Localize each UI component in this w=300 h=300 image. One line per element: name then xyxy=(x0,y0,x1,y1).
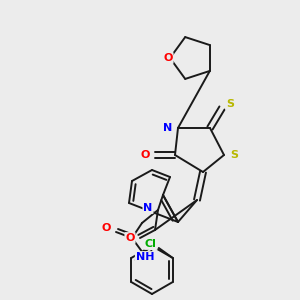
Text: O: O xyxy=(140,150,150,160)
Text: O: O xyxy=(101,223,111,233)
Text: N: N xyxy=(143,203,153,213)
Text: O: O xyxy=(125,233,135,243)
Text: NH: NH xyxy=(136,252,154,262)
Text: S: S xyxy=(226,99,234,109)
Text: N: N xyxy=(164,123,172,133)
Text: S: S xyxy=(230,150,238,160)
Text: Cl: Cl xyxy=(145,239,157,249)
Text: O: O xyxy=(163,53,173,63)
